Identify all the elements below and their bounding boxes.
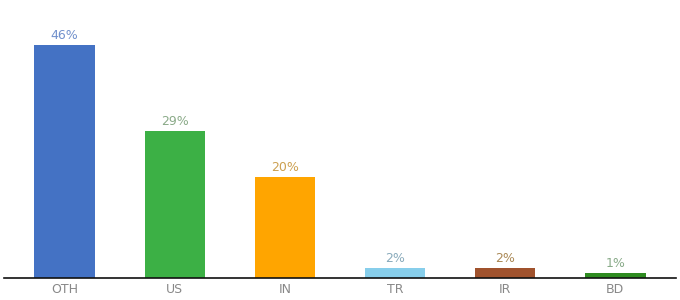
Bar — [364, 268, 425, 278]
Text: 29%: 29% — [161, 116, 189, 128]
Text: 1%: 1% — [605, 257, 625, 270]
Bar — [255, 177, 316, 278]
Bar — [475, 268, 535, 278]
Text: 46%: 46% — [51, 29, 79, 42]
Bar — [35, 45, 95, 278]
Bar — [145, 131, 205, 278]
Text: 2%: 2% — [385, 252, 405, 265]
Text: 2%: 2% — [495, 252, 515, 265]
Bar — [585, 273, 645, 278]
Text: 20%: 20% — [271, 161, 299, 174]
